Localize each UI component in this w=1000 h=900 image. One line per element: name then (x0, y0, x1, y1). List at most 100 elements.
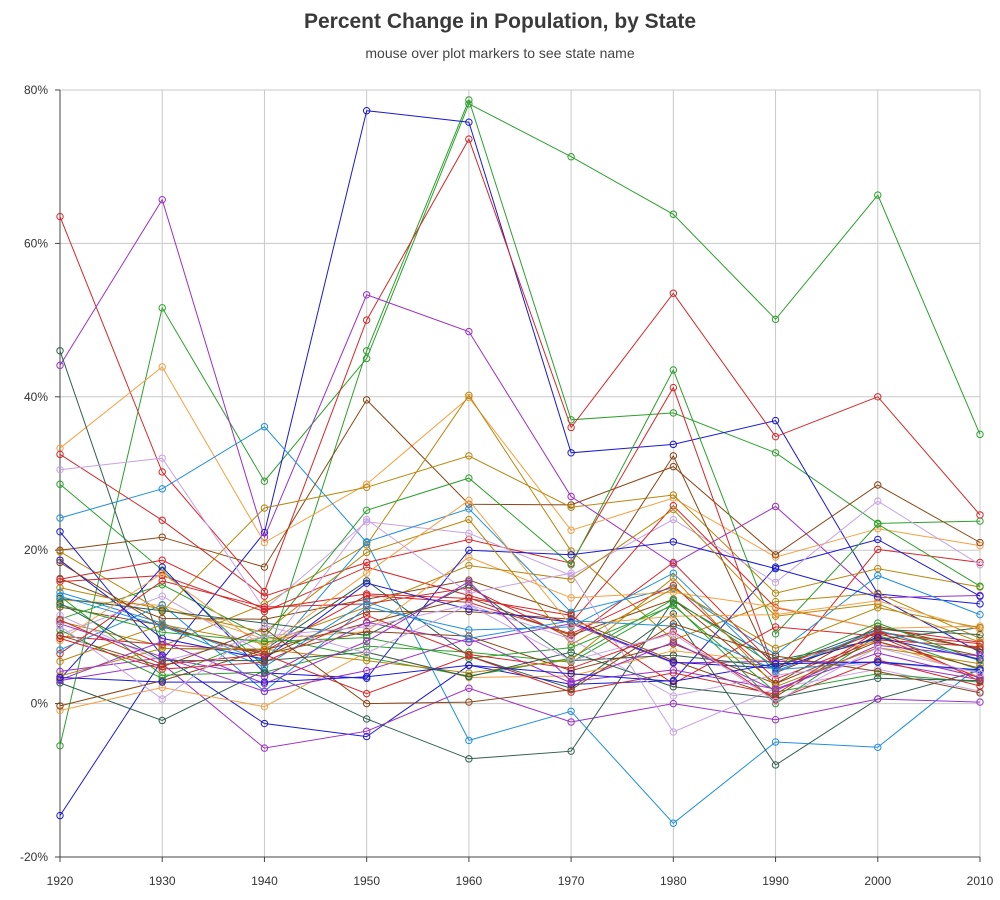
plot-marker[interactable] (465, 684, 473, 692)
plot-marker[interactable] (976, 610, 984, 619)
plot-marker[interactable] (362, 623, 371, 631)
plot-marker[interactable] (567, 153, 575, 161)
plot-marker[interactable] (771, 685, 780, 693)
plot-marker[interactable] (669, 630, 678, 638)
plot-marker[interactable] (465, 632, 473, 640)
plot-marker[interactable] (56, 706, 64, 715)
plot-marker[interactable] (362, 656, 371, 665)
plot-marker[interactable] (669, 366, 678, 374)
plot-marker[interactable] (158, 660, 166, 669)
plot-marker[interactable] (771, 502, 780, 511)
plot-marker[interactable] (669, 491, 678, 499)
plot-marker[interactable] (669, 462, 678, 471)
plot-marker[interactable] (158, 695, 166, 703)
plot-marker[interactable] (260, 628, 269, 636)
plot-marker[interactable] (771, 432, 780, 441)
plot-marker[interactable] (567, 656, 575, 665)
plot-marker[interactable] (874, 393, 882, 401)
plot-marker[interactable] (362, 590, 371, 598)
plot-marker[interactable] (976, 582, 984, 590)
plot-marker[interactable] (874, 191, 882, 199)
plot-marker[interactable] (56, 361, 64, 370)
plot-marker[interactable] (874, 658, 882, 666)
plot-marker[interactable] (465, 135, 473, 143)
plot-marker[interactable] (260, 645, 269, 653)
plot-marker[interactable] (771, 683, 780, 691)
plot-marker[interactable] (362, 597, 371, 606)
plot-marker[interactable] (362, 637, 371, 646)
plot-marker[interactable] (771, 564, 780, 573)
plot-marker[interactable] (874, 525, 882, 533)
plot-marker[interactable] (771, 623, 780, 631)
plot-marker[interactable] (669, 627, 678, 636)
plot-marker[interactable] (976, 600, 984, 608)
plot-marker[interactable] (362, 506, 371, 515)
plot-marker[interactable] (362, 689, 371, 698)
plot-marker[interactable] (362, 618, 371, 626)
plot-marker[interactable] (465, 452, 473, 460)
plot-marker[interactable] (465, 577, 473, 586)
plot-marker[interactable] (669, 677, 678, 686)
plot-marker[interactable] (567, 718, 575, 726)
plot-marker[interactable] (362, 611, 371, 620)
plot-marker[interactable] (362, 569, 371, 577)
plot-marker[interactable] (874, 520, 882, 528)
plot-marker[interactable] (771, 630, 780, 638)
plot-marker[interactable] (158, 683, 166, 692)
plot-marker[interactable] (567, 664, 575, 673)
plot-marker[interactable] (158, 516, 166, 524)
plot-marker[interactable] (567, 669, 575, 678)
plot-marker[interactable] (362, 579, 371, 587)
plot-marker[interactable] (669, 538, 678, 546)
plot-marker[interactable] (771, 578, 780, 587)
plot-marker[interactable] (976, 626, 984, 634)
plot-marker[interactable] (976, 669, 984, 678)
plot-marker[interactable] (567, 547, 575, 555)
plot-marker[interactable] (465, 652, 473, 660)
plot-marker[interactable] (362, 673, 371, 681)
plot-marker[interactable] (771, 690, 780, 699)
plot-marker[interactable] (465, 669, 473, 677)
plot-marker[interactable] (771, 761, 780, 769)
plot-marker[interactable] (567, 594, 575, 602)
plot-marker[interactable] (771, 416, 780, 425)
plot-marker[interactable] (158, 674, 166, 682)
plot-marker[interactable] (158, 485, 166, 493)
plot-marker[interactable] (567, 526, 575, 534)
plot-marker[interactable] (465, 600, 473, 609)
plot-marker[interactable] (669, 383, 678, 392)
plot-marker[interactable] (669, 584, 678, 593)
plot-marker[interactable] (158, 195, 166, 204)
plot-marker[interactable] (158, 454, 166, 462)
plot-marker[interactable] (362, 316, 371, 324)
plot-marker[interactable] (567, 677, 575, 686)
plot-marker[interactable] (260, 605, 269, 613)
plot-marker[interactable] (567, 631, 575, 640)
plot-marker[interactable] (158, 622, 166, 630)
plot-marker[interactable] (567, 635, 575, 643)
plot-marker[interactable] (874, 667, 882, 676)
plot-marker[interactable] (465, 654, 473, 663)
plot-marker[interactable] (362, 732, 371, 741)
plot-marker[interactable] (465, 561, 473, 570)
plot-marker[interactable] (260, 563, 269, 571)
plot-marker[interactable] (158, 581, 166, 589)
plot-marker[interactable] (362, 649, 371, 657)
plot-marker[interactable] (874, 674, 882, 682)
plot-marker[interactable] (260, 719, 269, 728)
plot-marker[interactable] (771, 697, 780, 705)
plot-marker[interactable] (669, 683, 678, 691)
plot-marker[interactable] (669, 210, 678, 218)
plot-marker[interactable] (56, 631, 64, 640)
plot-marker[interactable] (465, 118, 473, 126)
plot-marker[interactable] (874, 593, 882, 601)
plot-marker[interactable] (669, 452, 678, 460)
plot-marker[interactable] (669, 612, 678, 620)
plot-marker[interactable] (669, 658, 678, 666)
plot-marker[interactable] (56, 584, 64, 592)
plot-marker[interactable] (260, 592, 269, 600)
plot-marker[interactable] (56, 465, 64, 474)
plot-marker[interactable] (56, 556, 64, 564)
plot-marker[interactable] (874, 497, 882, 505)
plot-marker[interactable] (260, 621, 269, 630)
